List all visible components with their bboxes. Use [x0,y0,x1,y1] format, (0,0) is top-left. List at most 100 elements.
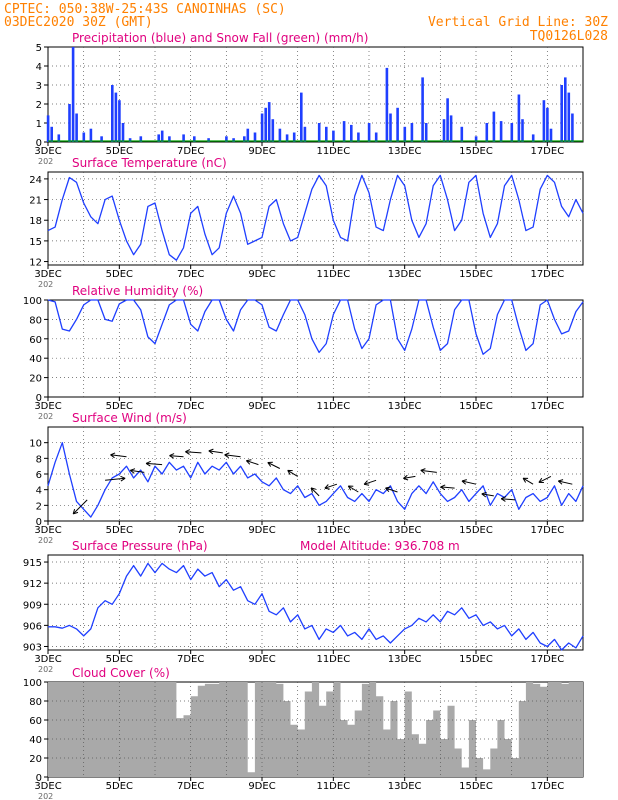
wind-vector-head [538,477,544,483]
precip-bar [68,104,71,142]
cloud-title: Cloud Cover (%) [72,666,170,680]
precip-bar [567,92,571,142]
pres-xtick-label: 7DEC [177,654,204,665]
wind-vector-head [440,484,446,491]
temp-xtick-label: 17DEC [530,269,564,280]
rh-ytick-label: 0 [36,393,42,404]
rh-xtick-label: 11DEC [316,401,350,412]
wind-vector [224,454,241,458]
panel-pres: 903 906 909 912 915 3DEC 5DEC 7DEC 9DEC 11DEC 13DE… [23,539,584,674]
precip-bar [75,113,78,142]
precip-bar [325,126,328,142]
wind-vector [481,493,494,497]
rh-year-label: 202 [38,412,53,421]
precip-bar [499,121,503,142]
rh-frame [47,299,584,398]
precip-bar [549,128,553,142]
precip-bar [89,128,93,142]
wind-vector [420,469,437,473]
precip-bar [168,136,171,142]
temp-series-line [47,174,584,261]
precip-bar [385,67,389,142]
rh-ytick-label: 100 [23,296,42,307]
cloud-xtick-label: 7DEC [177,781,204,792]
pres-ytick-label: 912 [23,579,42,590]
precip-bar [531,134,535,142]
precip-xtick-label: 9DEC [248,146,275,157]
wind-vector-head [347,485,354,491]
temp-xtick-label: 3DEC [34,269,61,280]
pres-xtick-label: 15DEC [459,654,493,665]
precip-ytick-label: 5 [36,43,42,54]
precip-bar [118,100,121,142]
precip-ytick-label: 2 [36,100,42,111]
precip-bar [225,136,228,142]
precip-bar [485,123,489,142]
precip-bar [111,85,114,142]
precip-bar [357,132,360,142]
rh-ytick-label: 60 [29,335,42,346]
cloud-ytick-label: 80 [29,697,42,708]
precip-bar [317,123,321,142]
wind-vector [538,475,552,483]
wind-ytick-label: 6 [36,470,42,481]
temp-xtick-label: 7DEC [177,269,204,280]
precip-bar [57,134,61,142]
rh-series-line [47,299,584,355]
precip-bar [564,77,567,142]
temp-ytick-label: 21 [29,196,42,207]
temp-title: Surface Temperature (nC) [72,156,227,170]
precip-bar [160,130,164,142]
temp-xtick-label: 11DEC [316,269,350,280]
wind-vector-head [267,461,273,467]
header-station: CPTEC: 050:38W-25:43S CANOINHAS (SC) [4,2,286,17]
precip-bar [446,98,449,142]
cloud-xtick-label: 9DEC [248,781,275,792]
wind-vector [461,480,477,485]
precip-bar [300,92,303,142]
wind-vector [287,469,298,477]
wind-vector-head [310,487,317,493]
pres-year-label: 202 [38,665,53,674]
wind-ytick-label: 8 [36,454,42,465]
wind-vector [440,486,455,489]
precip-bar [521,119,524,142]
wind-vector [403,475,416,479]
cloud-xtick-label: 3DEC [34,781,61,792]
cloud-ytick-label: 20 [29,754,42,765]
precip-bar [332,130,335,142]
wind-vector [130,469,145,473]
precip-xtick-label: 5DEC [106,146,133,157]
cloud-ytick-label: 60 [29,716,42,727]
precip-bar [571,113,574,142]
temp-xtick-label: 5DEC [106,269,133,280]
precip-bar [342,121,346,142]
precip-bar [460,126,464,142]
rh-xtick-label: 9DEC [248,401,275,412]
precip-bar [121,123,125,142]
precip-bar [46,115,50,142]
precip-bar [474,136,478,142]
rh-xtick-label: 5DEC [106,401,133,412]
temp-ytick-label: 15 [29,237,42,248]
pres-frame [47,554,584,651]
precip-bar [271,119,275,142]
precip-ytick-label: 4 [36,62,42,73]
cloud-cover-area [48,682,583,777]
wind-xtick-label: 3DEC [34,525,61,536]
header-grid-note: Vertical Grid Line: 30Z [428,15,608,30]
precip-bar [285,134,289,142]
rh-xtick-label: 7DEC [177,401,204,412]
precip-ytick-label: 1 [36,119,42,130]
wind-vector [105,477,126,481]
wind-xtick-label: 11DEC [316,525,350,536]
precip-bar [421,77,424,142]
wind-xtick-label: 5DEC [106,525,133,536]
rh-ytick-label: 80 [29,315,42,326]
wind-vector [324,483,338,489]
precip-bar [396,107,399,142]
wind-vector [310,487,320,497]
precip-bar [71,47,75,142]
